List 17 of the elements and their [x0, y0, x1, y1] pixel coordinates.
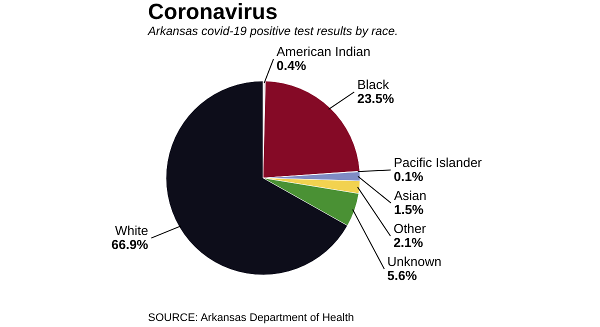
- slice-label: Pacific Islander: [394, 154, 483, 170]
- slice-label: Black: [357, 77, 390, 92]
- slice-label: Asian: [394, 188, 427, 203]
- chart-title: Coronavirus: [148, 0, 278, 24]
- data-label: 0.4%: [276, 58, 307, 74]
- slice-label: Unknown: [387, 254, 442, 269]
- slice-label: White: [115, 223, 148, 238]
- data-label: 23.5%: [357, 91, 395, 106]
- data-label: 2.1%: [393, 234, 424, 250]
- data-label: 5.6%: [387, 268, 418, 283]
- data-label: 66.9%: [111, 237, 149, 252]
- slice-label: Other: [393, 220, 427, 236]
- slice-label: American Indian: [276, 44, 370, 60]
- chart-subtitle: Arkansas covid-19 positive test results by race.: [147, 24, 398, 38]
- source-note: SOURCE: Arkansas Department of Health: [148, 312, 354, 324]
- data-label: 1.5%: [394, 202, 424, 217]
- data-label: 0.1%: [394, 168, 424, 184]
